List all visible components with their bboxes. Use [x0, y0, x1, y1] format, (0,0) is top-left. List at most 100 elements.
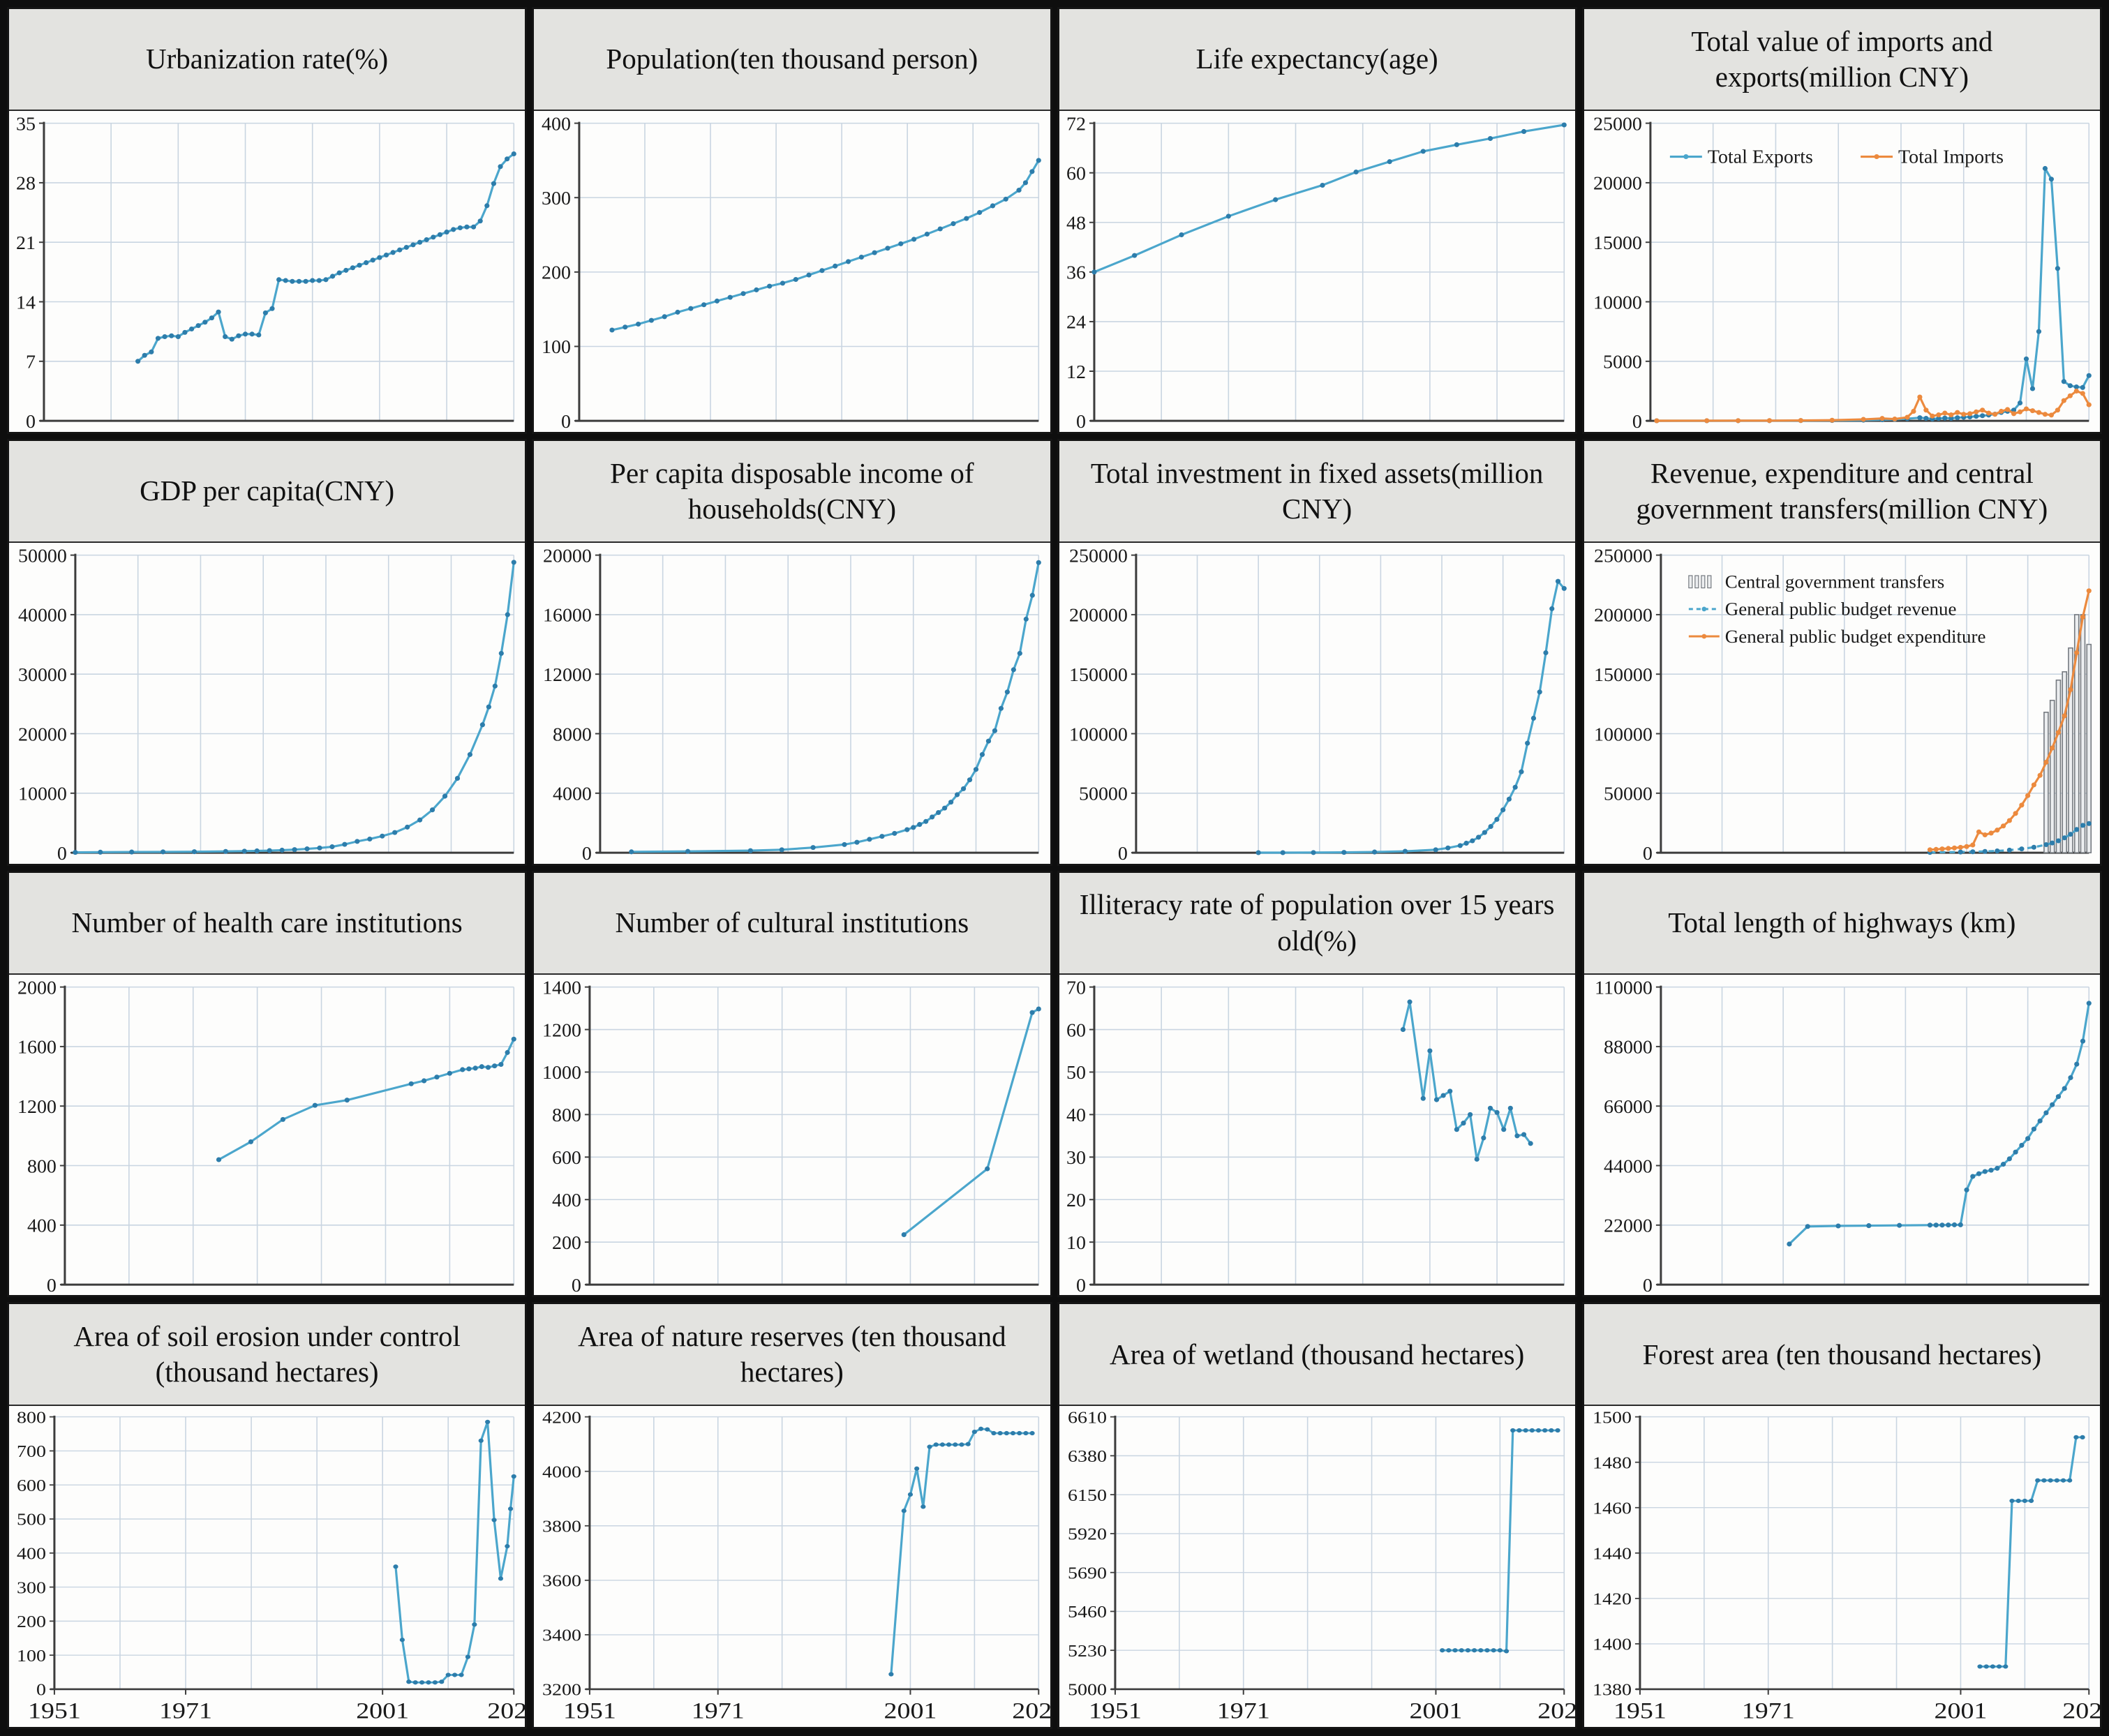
data-point	[1475, 835, 1481, 840]
data-point	[1958, 844, 1963, 850]
data-point	[1280, 850, 1285, 855]
data-point	[135, 359, 141, 364]
y-tick-label: 800	[27, 1155, 57, 1176]
data-point	[1400, 1026, 1406, 1032]
x-tick-label: 2001	[1934, 1698, 1987, 1723]
x-tick-label: 2001	[1409, 1698, 1462, 1723]
data-point	[505, 1049, 510, 1055]
legend-label: General public budget revenue	[1725, 599, 1957, 620]
series-line-health-care-institutions	[218, 1038, 515, 1160]
legend-swatch-marker	[1874, 154, 1879, 160]
data-point	[2060, 1478, 2066, 1483]
data-point	[2002, 1664, 2009, 1669]
data-point	[1942, 410, 1948, 416]
data-point	[955, 792, 960, 798]
data-point	[662, 314, 668, 320]
data-point	[1487, 1105, 1493, 1111]
data-point	[2023, 406, 2029, 412]
data-point	[2036, 329, 2041, 334]
data-point	[1003, 196, 1009, 202]
chart-svg-soil-erosion: 0 100 200 300 400 500 600 700 800 1951 1971 2001 202…	[17, 1408, 525, 1723]
data-point	[901, 1509, 907, 1513]
y-tick-label: 30	[1066, 1146, 1086, 1168]
data-point	[1497, 1648, 1503, 1653]
data-point	[1561, 122, 1567, 128]
data-point	[1964, 1187, 1969, 1192]
chart-svg-revenue-expenditure-transfers: 0 50000 100000 150000 200000 250000 Central go…	[1594, 544, 2092, 864]
chart-title: Total value of imports and exports(milli…	[1583, 9, 2100, 111]
y-tick-label: 5000	[1603, 351, 1642, 373]
data-point	[1487, 136, 1493, 142]
data-point	[2086, 373, 2092, 378]
data-point	[1439, 1648, 1445, 1653]
data-point	[810, 844, 816, 850]
data-point	[283, 278, 288, 283]
y-tick-label: 20000	[543, 544, 592, 566]
series-line-population	[611, 160, 1040, 331]
data-point	[992, 728, 998, 733]
data-point	[2073, 388, 2079, 394]
data-point	[2080, 1038, 2085, 1044]
data-point	[740, 291, 746, 297]
data-point	[1467, 1112, 1473, 1117]
data-point	[290, 278, 295, 284]
data-point	[479, 721, 485, 727]
data-point	[1835, 1222, 1841, 1228]
data-point	[1973, 409, 1979, 414]
y-tick-label: 500	[17, 1511, 46, 1529]
data-point	[767, 283, 773, 289]
data-point	[434, 1074, 440, 1079]
data-point	[1023, 616, 1029, 622]
series-line-gdp-per-capita	[75, 562, 515, 853]
chart-plot-revenue-expenditure-transfers: 0 50000 100000 150000 200000 250000 Central go…	[1583, 542, 2100, 864]
data-point	[1091, 269, 1097, 275]
y-tick-label: 20	[1066, 1189, 1086, 1211]
chart-cell-gdp-per-capita: GDP per capita(CNY) 0 10000 20000 30000 40000…	[7, 438, 528, 866]
data-point	[2031, 1126, 2036, 1132]
data-point	[904, 827, 910, 832]
data-point	[1969, 842, 1976, 848]
y-tick-label: 400	[552, 1189, 581, 1211]
legend-label: Central government transfers	[1725, 571, 1945, 592]
data-point	[2073, 650, 2080, 655]
y-tick-label: 100	[17, 1647, 46, 1666]
y-tick-label: 800	[17, 1408, 46, 1427]
data-point	[636, 321, 641, 327]
data-point	[2062, 713, 2067, 719]
y-tick-label: 1500	[1593, 1408, 1632, 1427]
y-tick-label: 6610	[1068, 1408, 1107, 1427]
chart-plot-cultural-institutions: 0 200 400 600 800 1000 1200 1400	[534, 974, 1050, 1296]
chart-svg-nature-reserves: 3200 3400 3600 3800 4000 4200 1951 1971 2001 2021	[542, 1408, 1050, 1723]
data-point	[188, 326, 195, 332]
chart-svg-forest-area: 1380 1400 1420 1440 1460 1480 1500 1951 1971 2001…	[1593, 1408, 2100, 1723]
data-point	[974, 766, 979, 772]
data-point	[1561, 585, 1567, 591]
data-point	[417, 239, 423, 245]
data-point	[1979, 413, 1985, 419]
y-tick-label: 100	[542, 336, 571, 358]
data-point	[2061, 398, 2066, 403]
data-point	[1011, 1431, 1016, 1436]
series-line-imports-exports	[1656, 389, 2090, 422]
y-tick-label: 4000	[542, 1462, 581, 1481]
data-point	[485, 1064, 491, 1070]
data-point	[406, 1679, 412, 1684]
data-point	[1530, 715, 1536, 721]
data-point	[2031, 844, 2036, 850]
data-point	[1939, 1222, 1945, 1227]
bar-revenue-expenditure-transfers	[2055, 679, 2061, 853]
data-point	[961, 786, 967, 791]
x-tick-label: 2021	[2062, 1698, 2100, 1723]
chart-cell-forest-area: Forest area (ten thousand hectares) 1380 1…	[1581, 1302, 2102, 1729]
data-point	[609, 327, 615, 333]
data-point	[2048, 1478, 2053, 1483]
data-point	[806, 272, 812, 278]
data-point	[948, 799, 954, 805]
y-tick-label: 400	[542, 113, 571, 135]
chart-cell-health-care-institutions: Number of health care institutions 0 400 80…	[7, 870, 528, 1298]
data-point	[1535, 1428, 1541, 1433]
data-point	[1480, 1135, 1486, 1140]
data-point	[1433, 1097, 1439, 1102]
data-point	[202, 320, 208, 325]
